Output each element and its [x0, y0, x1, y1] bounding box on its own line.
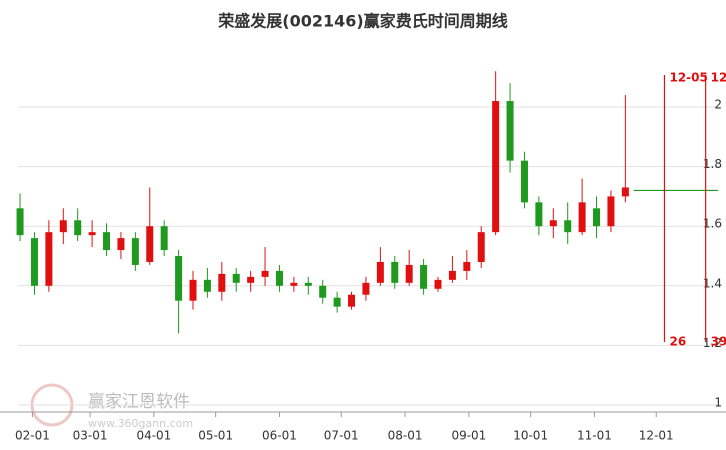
candle-body [117, 238, 125, 251]
candle-body [564, 220, 572, 233]
x-tick-label: 06-01 [262, 429, 297, 443]
candle-body [203, 279, 211, 292]
candle-body [160, 226, 168, 251]
watermark-url: www.360gann.com [88, 417, 193, 430]
candle-body [290, 282, 298, 286]
candle-body [88, 232, 96, 236]
y-tick-label: 2 [714, 98, 722, 112]
y-tick-label: 1.6 [703, 217, 722, 231]
y-tick-label: 1.8 [703, 157, 722, 171]
candle-body [189, 279, 197, 301]
candle-body [103, 232, 111, 251]
candle-body [362, 282, 370, 295]
candle-body [391, 261, 399, 283]
candle-body [434, 279, 442, 289]
x-tick-label: 09-01 [451, 429, 486, 443]
candle-body [549, 220, 557, 227]
candle-body [333, 297, 341, 307]
candle-body [535, 202, 543, 227]
candle-body [376, 261, 384, 283]
x-tick-label: 03-01 [73, 429, 108, 443]
candle-body [578, 202, 586, 233]
x-tick-label: 10-01 [513, 429, 548, 443]
candle-body [232, 273, 240, 283]
x-tick-label: 02-01 [15, 429, 50, 443]
candle-body [45, 232, 53, 286]
y-tick-label: 1 [714, 396, 722, 410]
candle-body [131, 238, 139, 265]
x-tick-label: 08-01 [388, 429, 423, 443]
candle-body [247, 276, 255, 283]
x-tick-label: 12-01 [639, 429, 674, 443]
candle-body [261, 270, 269, 277]
x-tick-label: 11-01 [577, 429, 612, 443]
candle-body [319, 285, 327, 298]
chart-title: 荣盛发展(002146)赢家费氏时间周期线 [217, 12, 507, 31]
candle-body [520, 160, 528, 203]
candle-body [477, 232, 485, 262]
candle-body [463, 261, 471, 271]
candle-body [448, 270, 456, 280]
candle-body [16, 208, 24, 236]
candle-body [405, 264, 413, 283]
cycle-label: 12-05 [669, 71, 707, 85]
y-tick-label: 1.2 [703, 336, 722, 350]
candle-body [74, 220, 82, 236]
candle-body [492, 101, 500, 233]
candle-body [30, 238, 38, 286]
x-tick-label: 04-01 [136, 429, 171, 443]
cycle-label: 12 [711, 71, 726, 85]
cycle-count: 39 [711, 335, 726, 349]
candle-body [218, 273, 226, 292]
candle-body [607, 196, 615, 227]
candle-body [304, 282, 312, 286]
x-tick-label: 05-01 [198, 429, 233, 443]
cycle-count: 26 [669, 335, 686, 349]
candle-body [348, 294, 356, 307]
candle-body [420, 264, 428, 289]
y-tick-label: 1.4 [703, 276, 722, 290]
candle-body [506, 101, 514, 161]
candle-body [146, 226, 154, 262]
candle-body [175, 256, 183, 301]
watermark-name: 赢家江恩软件 [88, 392, 190, 412]
x-tick-label: 07-01 [324, 429, 359, 443]
candle-body [275, 270, 283, 286]
candle-body [593, 208, 601, 227]
candle-body [621, 187, 629, 197]
candle-body [59, 220, 67, 233]
